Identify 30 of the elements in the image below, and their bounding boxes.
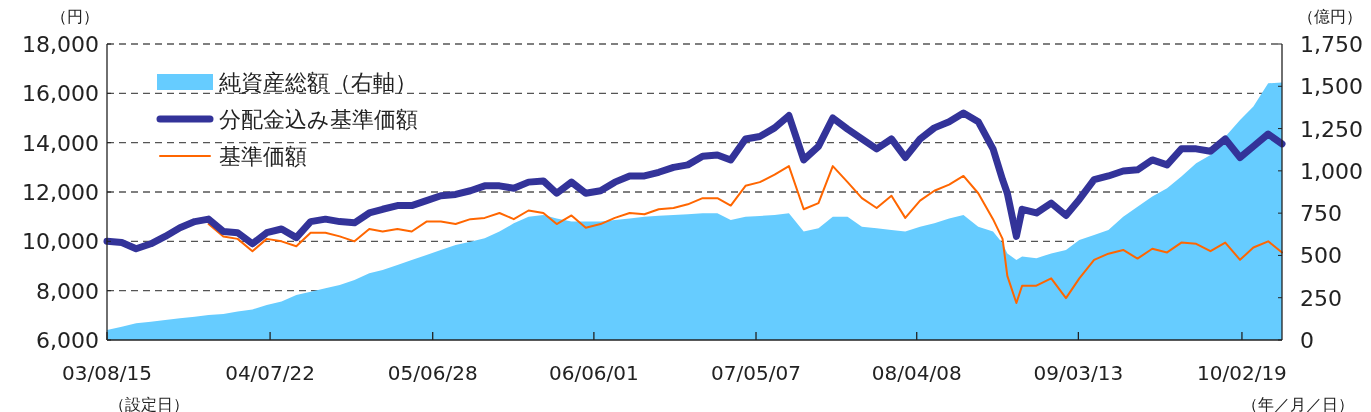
y-tick-label: 6,000	[36, 328, 99, 353]
x-tick-label: 03/08/15	[62, 361, 152, 385]
x-tick-label: 10/02/19	[1197, 361, 1287, 385]
y-tick-label: 18,000	[22, 32, 99, 57]
text: （設定日）	[109, 395, 189, 412]
x-tick-label: 09/03/13	[1033, 361, 1124, 385]
y-tick-label: 12,000	[22, 180, 99, 205]
y2-tick-label: 1,500	[1300, 74, 1363, 100]
x-tick-label: 07/05/07	[711, 361, 801, 385]
y-tick-label: 8,000	[36, 278, 99, 304]
legend-label: 分配金込み基準価額	[219, 107, 418, 132]
x-tick-label: 08/04/08	[871, 361, 962, 385]
legend-label: 純資産総額（右軸）	[219, 70, 417, 95]
y-tick-label: 10,000	[22, 229, 99, 255]
text: （円）	[51, 7, 99, 26]
y2-tick-label: 1,250	[1300, 116, 1363, 142]
x-tick-label: 05/06/28	[387, 361, 478, 385]
y2-tick-label: 1,000	[1300, 158, 1363, 184]
y2-tick-label: 750	[1300, 201, 1342, 227]
y2-tick-label: 1,750	[1300, 32, 1363, 57]
y2-tick-label: 500	[1300, 243, 1342, 269]
y-tick-label: 16,000	[22, 81, 99, 107]
text: （年／月／日）	[1242, 395, 1354, 412]
y2-tick-label: 250	[1300, 285, 1342, 311]
text: （億円）	[1298, 7, 1362, 26]
legend-label: 基準価額	[219, 144, 307, 169]
x-tick-label: 06/06/01	[548, 361, 639, 385]
y-tick-label: 14,000	[22, 130, 99, 156]
x-tick-label: 04/07/22	[225, 361, 315, 385]
y2-tick-label: 0	[1300, 328, 1314, 353]
